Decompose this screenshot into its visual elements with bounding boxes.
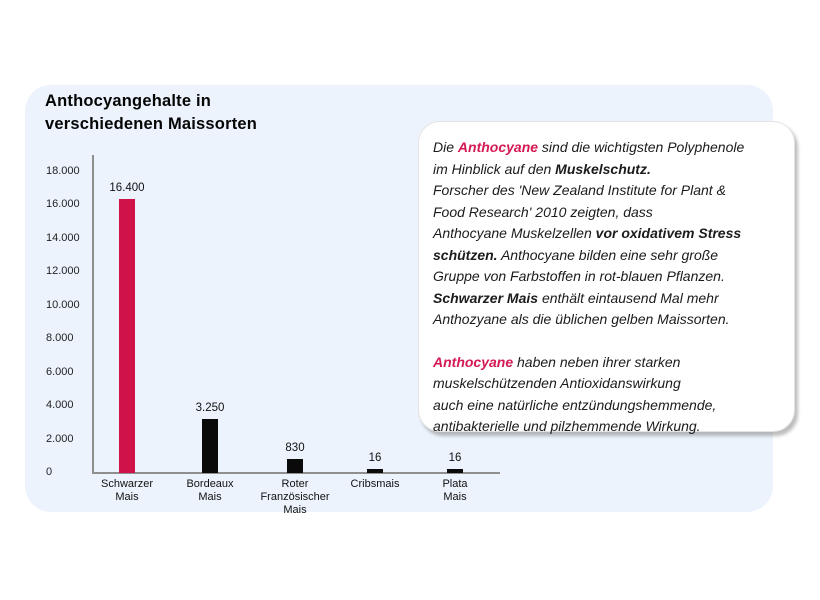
- info-paragraph: Die Anthocyane sind die wichtigsten Poly…: [433, 137, 780, 331]
- bar: [119, 198, 135, 473]
- chart-title: Anthocyangehalte in verschiedenen Maisso…: [45, 92, 258, 133]
- bar-category-label: Bordeaux Mais: [186, 478, 234, 503]
- highlight-keyword: Anthocyane: [457, 139, 539, 155]
- bar: [202, 418, 218, 473]
- bar: [447, 469, 463, 473]
- bar-value-label: 3.250: [195, 401, 225, 414]
- bar-category-label: Roter Französischer Mais: [260, 478, 330, 516]
- y-tick-label: 18.000: [46, 165, 80, 177]
- y-tick-label: 0: [46, 466, 53, 478]
- text-segment: Muskelschutz.: [555, 160, 651, 177]
- text-segment: vor oxidativem Stress schützen.: [433, 225, 742, 263]
- x-axis-line: [92, 472, 500, 474]
- bar-category-label: Cribsmais: [350, 478, 400, 490]
- text-segment: Forscher des 'New Zealand Institute for …: [433, 182, 726, 241]
- y-tick-label: 2.000: [46, 432, 74, 445]
- text-segment: enthält eintausend Mal mehr Anthozyane a…: [433, 289, 730, 328]
- y-axis-line: [92, 155, 94, 474]
- y-tick-label: 8.000: [46, 332, 74, 345]
- info-textbox: Die Anthocyane sind die wichtigsten Poly…: [418, 121, 795, 434]
- y-tick-label: 4.000: [46, 399, 74, 412]
- bar-category-label: Plata Mais: [442, 478, 468, 503]
- bar-value-label: 16: [448, 452, 462, 464]
- bar-value-label: 830: [285, 442, 305, 455]
- text-segment: sind die wichtigsten Polyphenole im Hinb…: [433, 139, 745, 177]
- y-tick-label: 14.000: [46, 231, 80, 244]
- info-paragraph: Anthocyane haben neben ihrer starken mus…: [433, 352, 780, 438]
- y-tick-label: 6.000: [46, 365, 74, 378]
- bar: [367, 469, 383, 473]
- bar-category-label: Schwarzer Mais: [101, 478, 153, 503]
- text-segment: Schwarzer Mais: [433, 289, 539, 306]
- text-segment: Anthocyane bilden eine sehr große Gruppe…: [433, 246, 725, 285]
- bar: [287, 459, 303, 473]
- y-tick-label: 16.000: [46, 198, 80, 211]
- text-segment: haben neben ihrer starken muskelschützen…: [433, 353, 717, 435]
- text-segment: Die: [433, 139, 458, 155]
- y-tick-label: 12.000: [46, 265, 80, 278]
- bar-value-label: 16.400: [109, 181, 145, 194]
- highlight-keyword: Anthocyane: [433, 353, 514, 370]
- bar-value-label: 16: [368, 452, 382, 464]
- y-tick-label: 10.000: [46, 298, 80, 311]
